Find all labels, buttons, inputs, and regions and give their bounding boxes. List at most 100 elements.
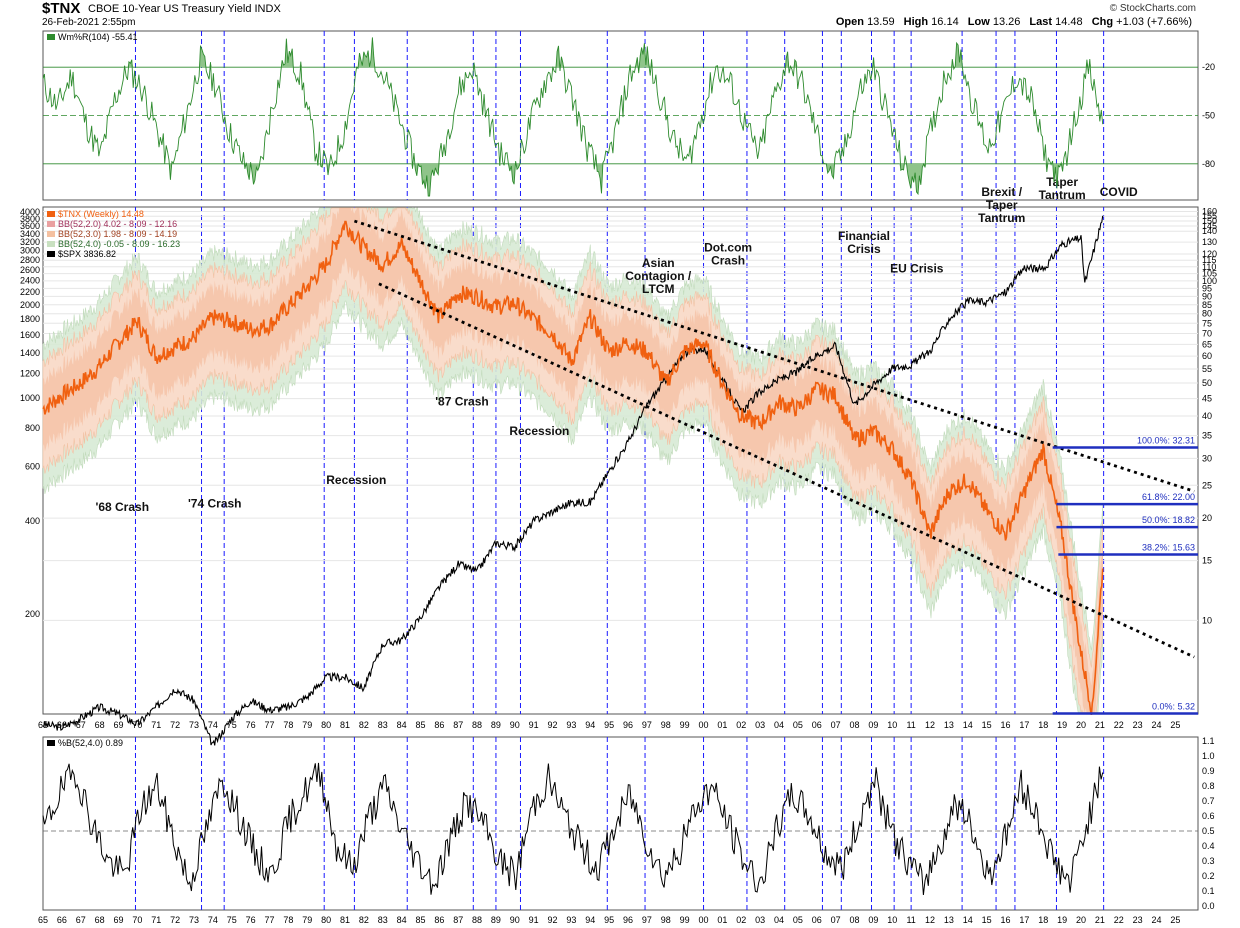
x-tick-label-main: 22: [1114, 720, 1124, 730]
willr-tick-label: -80: [1202, 159, 1215, 169]
x-tick-label-main: 92: [548, 720, 558, 730]
pctb-tick-label: 1.1: [1202, 736, 1215, 746]
x-tick-label-bottom: 02: [736, 915, 746, 925]
x-tick-label-bottom: 12: [925, 915, 935, 925]
x-tick-label-main: 20: [1076, 720, 1086, 730]
event-annotation: Crisis: [847, 242, 881, 256]
right-tick-label: 65: [1202, 339, 1212, 349]
legend-entry: BB(52,3.0) 1.98 - 8.09 - 14.19: [58, 229, 177, 239]
x-tick-label-main: 88: [472, 720, 482, 730]
x-tick-label-bottom: 72: [170, 915, 180, 925]
left-tick-label: 3400: [20, 229, 40, 239]
x-tick-label-main: 99: [680, 720, 690, 730]
x-tick-label-bottom: 15: [982, 915, 992, 925]
left-tick-label: 4000: [20, 207, 40, 217]
x-tick-label-bottom: 76: [246, 915, 256, 925]
x-tick-label-bottom: 23: [1133, 915, 1143, 925]
x-tick-label-bottom: 19: [1057, 915, 1067, 925]
x-tick-label-bottom: 70: [132, 915, 142, 925]
x-tick-label-main: 08: [850, 720, 860, 730]
ohlc-value-chg: +1.03 (+7.66%): [1116, 16, 1192, 28]
x-tick-label-main: 16: [1000, 720, 1010, 730]
x-tick-label-bottom: 97: [642, 915, 652, 925]
right-tick-label: 85: [1202, 300, 1212, 310]
ohlc-label-open: Open: [835, 16, 864, 28]
right-tick-label: 75: [1202, 318, 1212, 328]
x-tick-label-bottom: 09: [868, 915, 878, 925]
ohlc-label-chg: Chg: [1091, 16, 1114, 28]
right-tick-label: 25: [1202, 480, 1212, 490]
x-tick-label-bottom: 21: [1095, 915, 1105, 925]
right-tick-label: 90: [1202, 291, 1212, 301]
pctb-tick-label: 0.8: [1202, 781, 1215, 791]
x-tick-label-bottom: 04: [774, 915, 784, 925]
left-tick-label: 200: [25, 609, 40, 619]
legend-entry: BB(52,2.0) 4.02 - 8.09 - 12.16: [58, 219, 177, 229]
x-tick-label-main: 25: [1170, 720, 1180, 730]
event-annotation: Contagion /: [625, 269, 692, 283]
x-tick-label-bottom: 91: [529, 915, 539, 925]
tnx-line: [42, 220, 1104, 716]
willr-legend: Wm%R(104) -55.41: [58, 32, 138, 42]
event-annotation: LTCM: [642, 282, 674, 296]
x-tick-label-bottom: 10: [887, 915, 897, 925]
x-tick-label-main: 10: [887, 720, 897, 730]
right-tick-label: 100: [1202, 276, 1217, 286]
x-tick-label-bottom: 25: [1170, 915, 1180, 925]
event-annotation: Taper: [1046, 175, 1078, 189]
pctb-tick-label: 0.9: [1202, 766, 1215, 776]
x-tick-label-bottom: 93: [566, 915, 576, 925]
x-tick-label-bottom: 00: [699, 915, 709, 925]
x-tick-label-main: 05: [793, 720, 803, 730]
pctb-tick-label: 0.5: [1202, 826, 1215, 836]
x-tick-label-bottom: 16: [1000, 915, 1010, 925]
left-tick-label: 2800: [20, 255, 40, 265]
x-tick-label-bottom: 86: [434, 915, 444, 925]
pctb-tick-label: 0.7: [1202, 796, 1215, 806]
x-tick-label-main: 93: [566, 720, 576, 730]
willr-legend-swatch: [47, 34, 55, 40]
x-tick-label-main: 03: [755, 720, 765, 730]
left-tick-label: 1600: [20, 330, 40, 340]
right-tick-label: 120: [1202, 249, 1217, 259]
x-tick-label-main: 87: [453, 720, 463, 730]
x-tick-label-bottom: 80: [321, 915, 331, 925]
right-tick-label: 80: [1202, 309, 1212, 319]
event-annotation: COVID: [1100, 185, 1138, 199]
legend-entry: BB(52,4.0) -0.05 - 8.09 - 16.23: [58, 239, 180, 249]
x-tick-label-main: 02: [736, 720, 746, 730]
pctb-legend: %B(52,4.0) 0.89: [58, 738, 123, 748]
x-tick-label-bottom: 84: [397, 915, 407, 925]
ohlc-value-open: 13.59: [867, 16, 895, 28]
spx-line: [42, 215, 1104, 746]
event-annotation: EU Crisis: [890, 261, 944, 275]
x-tick-label-main: 04: [774, 720, 784, 730]
x-tick-label-main: 97: [642, 720, 652, 730]
timestamp: 26-Feb-2021 2:55pm: [42, 17, 136, 28]
x-tick-label-bottom: 03: [755, 915, 765, 925]
right-tick-label: 110: [1202, 262, 1216, 272]
x-tick-label-main: 11: [906, 720, 915, 730]
x-tick-label-bottom: 22: [1114, 915, 1124, 925]
chart-header: $TNX CBOE 10-Year US Treasury Yield INDX…: [0, 0, 1240, 30]
left-tick-label: 3800: [20, 214, 40, 224]
trendline: [378, 282, 1195, 659]
event-annotation: Recession: [509, 424, 569, 438]
x-tick-label-main: 21: [1095, 720, 1105, 730]
x-tick-label-bottom: 90: [510, 915, 520, 925]
left-tick-label: 1200: [20, 369, 40, 379]
x-tick-label-bottom: 98: [661, 915, 671, 925]
x-tick-label-main: 75: [227, 720, 237, 730]
x-tick-label-bottom: 81: [340, 915, 350, 925]
x-tick-label-main: 98: [661, 720, 671, 730]
x-tick-label-bottom: 82: [359, 915, 369, 925]
x-tick-label-main: 69: [113, 720, 123, 730]
x-tick-label-bottom: 88: [472, 915, 482, 925]
event-annotation: Asian: [642, 256, 675, 270]
x-tick-label-bottom: 69: [113, 915, 123, 925]
x-tick-label-main: 19: [1057, 720, 1067, 730]
x-tick-label-main: 14: [963, 720, 973, 730]
right-tick-label: 50: [1202, 378, 1212, 388]
left-tick-label: 2400: [20, 276, 40, 286]
